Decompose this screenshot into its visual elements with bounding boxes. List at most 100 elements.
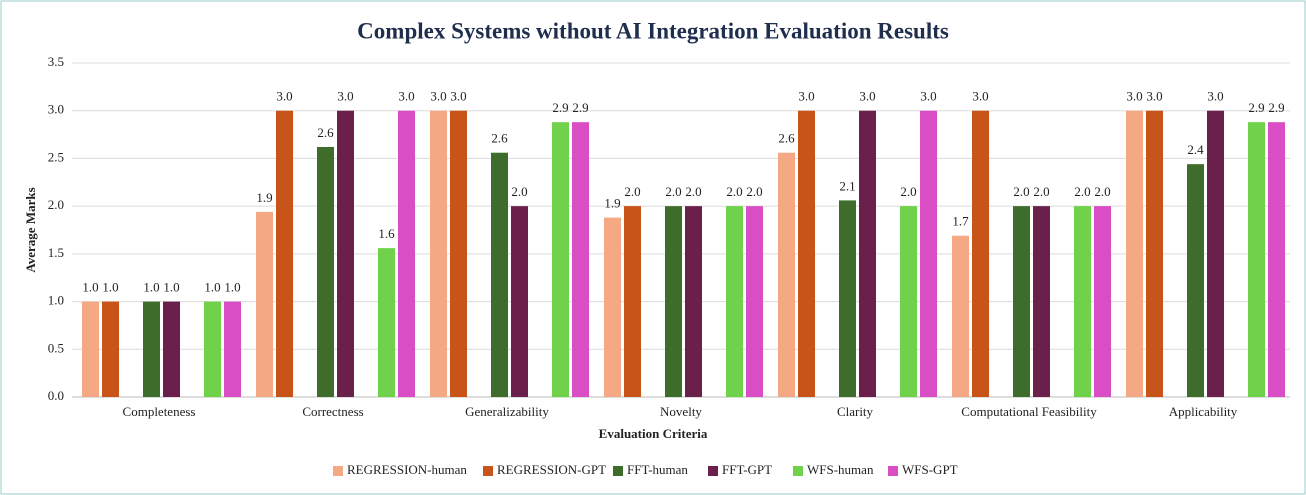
bar — [798, 110, 815, 397]
value-label: 1.0 — [204, 280, 220, 295]
value-label: 3.0 — [798, 89, 814, 104]
value-label: 3.0 — [920, 89, 936, 104]
value-label: 2.0 — [1074, 184, 1090, 199]
y-tick-label: 0.5 — [48, 340, 64, 355]
x-axis-label: Evaluation Criteria — [599, 426, 708, 441]
legend-swatch — [613, 466, 623, 476]
bar — [102, 301, 119, 397]
value-label: 3.0 — [1207, 89, 1223, 104]
bar — [224, 301, 241, 397]
x-tick-label: Novelty — [660, 404, 702, 419]
legend-swatch — [708, 466, 718, 476]
bar — [859, 110, 876, 397]
y-tick-label: 3.5 — [48, 54, 64, 69]
value-label: 2.9 — [552, 100, 568, 115]
bar — [317, 146, 334, 397]
value-label: 1.0 — [82, 280, 98, 295]
value-label: 3.0 — [276, 89, 292, 104]
bar — [685, 206, 702, 397]
bar — [1248, 122, 1265, 397]
legend-label: FFT-human — [627, 462, 688, 477]
x-tick-label: Applicability — [1169, 404, 1238, 419]
legend-label: WFS-human — [807, 462, 874, 477]
legend-label: WFS-GPT — [902, 462, 958, 477]
value-label: 3.0 — [972, 89, 988, 104]
value-label: 1.0 — [102, 280, 118, 295]
bar — [276, 110, 293, 397]
value-label: 1.9 — [256, 190, 272, 205]
value-label: 2.6 — [778, 131, 795, 146]
bar — [778, 152, 795, 397]
bar — [430, 110, 447, 397]
bar — [511, 206, 528, 397]
y-tick-label: 2.0 — [48, 197, 64, 212]
x-tick-label: Clarity — [837, 404, 874, 419]
y-tick-label: 2.5 — [48, 149, 64, 164]
bar — [1126, 110, 1143, 397]
value-label: 2.4 — [1187, 142, 1204, 157]
value-label: 2.0 — [685, 184, 701, 199]
bar — [491, 152, 508, 397]
x-tick-label: Correctness — [302, 404, 363, 419]
legend-swatch — [483, 466, 493, 476]
bar — [204, 301, 221, 397]
bar — [1207, 110, 1224, 397]
bar — [450, 110, 467, 397]
value-label: 2.0 — [1013, 184, 1029, 199]
bar — [1268, 122, 1285, 397]
bar — [665, 206, 682, 397]
bar — [604, 217, 621, 397]
value-label: 2.9 — [572, 100, 588, 115]
chart-title: Complex Systems without AI Integration E… — [357, 18, 949, 43]
value-label: 3.0 — [1126, 89, 1142, 104]
bar — [143, 301, 160, 397]
value-label: 1.6 — [378, 226, 395, 241]
legend-label: REGRESSION-human — [347, 462, 467, 477]
value-label: 3.0 — [337, 89, 353, 104]
x-tick-label: Completeness — [123, 404, 196, 419]
value-label: 1.0 — [163, 280, 179, 295]
y-tick-label: 3.0 — [48, 102, 64, 117]
bar — [726, 206, 743, 397]
bar — [163, 301, 180, 397]
value-label: 2.0 — [900, 184, 916, 199]
bar — [1146, 110, 1163, 397]
value-label: 2.0 — [726, 184, 742, 199]
value-label: 3.0 — [859, 89, 875, 104]
legend-label: FFT-GPT — [722, 462, 772, 477]
bar — [972, 110, 989, 397]
value-label: 2.0 — [511, 184, 527, 199]
bar — [398, 110, 415, 397]
bar — [839, 200, 856, 397]
y-tick-label: 0.0 — [48, 388, 64, 403]
value-label: 2.0 — [746, 184, 762, 199]
value-label: 2.0 — [624, 184, 640, 199]
value-label: 2.0 — [1094, 184, 1110, 199]
value-label: 3.0 — [398, 89, 414, 104]
bar — [1033, 206, 1050, 397]
x-tick-label: Generalizability — [465, 404, 549, 419]
value-label: 3.0 — [430, 89, 446, 104]
value-label: 2.9 — [1268, 100, 1284, 115]
x-tick-label: Computational Feasibility — [961, 404, 1097, 419]
y-axis-label: Average Marks — [23, 187, 38, 272]
bar — [624, 206, 641, 397]
bar — [337, 110, 354, 397]
bar — [952, 235, 969, 397]
value-label: 1.7 — [952, 214, 969, 229]
bar — [256, 211, 273, 397]
y-tick-label: 1.5 — [48, 245, 64, 260]
bar — [82, 301, 99, 397]
value-label: 2.6 — [491, 131, 508, 146]
bar — [552, 122, 569, 397]
bar — [1013, 206, 1030, 397]
bar — [900, 206, 917, 397]
legend-swatch — [888, 466, 898, 476]
value-label: 3.0 — [450, 89, 466, 104]
bar — [920, 110, 937, 397]
value-label: 2.6 — [317, 125, 334, 140]
legend-swatch — [793, 466, 803, 476]
value-label: 1.9 — [604, 196, 620, 211]
